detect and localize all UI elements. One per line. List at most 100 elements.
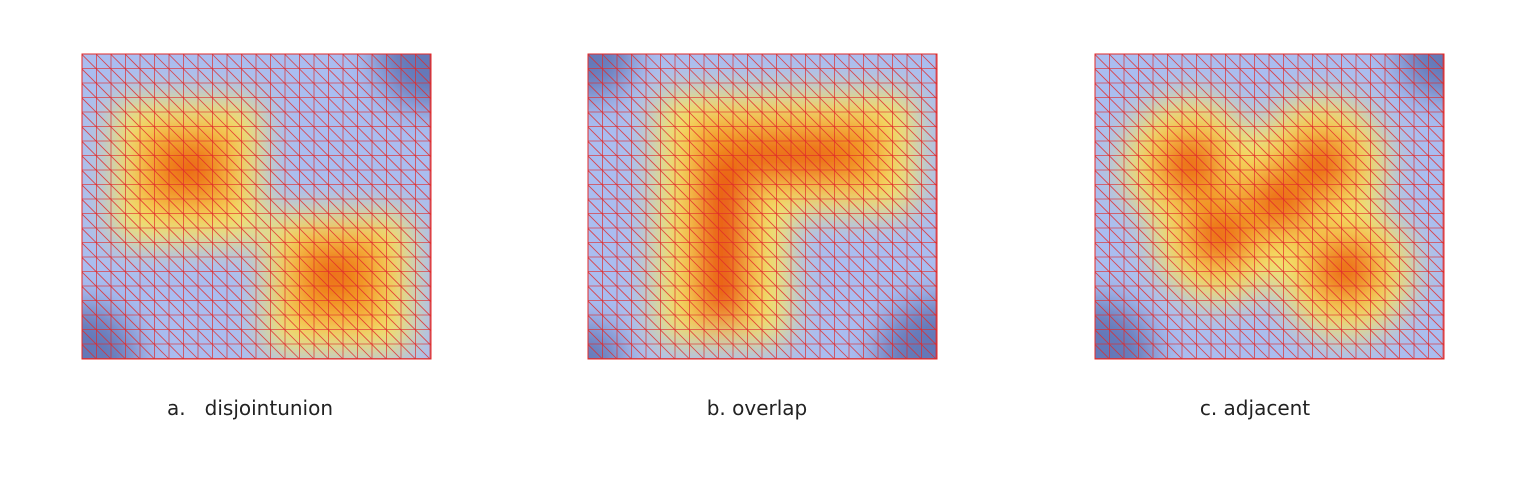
mesh-line: [616, 54, 922, 359]
mesh-line: [1195, 54, 1444, 303]
mesh-line: [588, 68, 879, 359]
mesh-line: [82, 213, 228, 359]
panel-border: [81, 53, 432, 360]
mesh-line: [588, 97, 850, 359]
mesh-line: [1369, 54, 1444, 129]
mesh-line: [761, 54, 937, 231]
mesh-line: [674, 54, 937, 318]
mesh-line: [82, 358, 83, 359]
cold-corner: [82, 304, 137, 359]
mesh-line: [284, 54, 431, 202]
cold-corner: [588, 324, 623, 359]
heatmap-panel: [1094, 53, 1445, 360]
panel-border: [1094, 53, 1445, 360]
mesh-line: [601, 54, 908, 359]
mesh-line: [588, 300, 647, 359]
mesh-line: [197, 54, 431, 289]
heat-region: [733, 146, 853, 168]
mesh-line: [1095, 82, 1371, 359]
mesh-line: [168, 54, 431, 318]
mesh-line: [1224, 54, 1444, 274]
mesh-line: [588, 256, 690, 359]
mesh-line: [659, 54, 937, 332]
mesh-line: [240, 54, 431, 245]
mesh-line: [1442, 54, 1444, 57]
mesh-line: [1095, 227, 1226, 359]
mesh-line: [1095, 126, 1328, 359]
mesh-line: [82, 184, 257, 359]
mesh-line: [226, 54, 431, 260]
heatmap-panel: [81, 53, 432, 360]
mesh-line: [298, 54, 431, 187]
caption: c. adjacent: [1200, 396, 1310, 420]
mesh-line: [82, 111, 329, 359]
mesh-line: [82, 54, 387, 359]
mesh-line: [1210, 54, 1444, 289]
mesh-line: [1095, 198, 1255, 359]
heatmap: [1095, 54, 1444, 359]
mesh-line: [1384, 54, 1444, 115]
mesh-line: [82, 140, 300, 359]
mesh-line: [139, 54, 431, 347]
mesh-line: [1095, 300, 1154, 359]
heatmap: [82, 54, 431, 359]
heat-region: [1327, 252, 1363, 288]
mesh-line: [1095, 285, 1168, 359]
mesh-line: [877, 54, 937, 115]
mesh-line: [1095, 169, 1284, 359]
mesh-line: [862, 54, 937, 129]
mesh-line: [588, 198, 748, 359]
mesh-line: [1181, 54, 1444, 318]
mesh-line: [588, 242, 705, 359]
mesh-line: [313, 54, 431, 173]
heat-region: [167, 152, 212, 184]
mesh-line: [342, 54, 431, 144]
mesh-line: [1239, 54, 1444, 260]
mesh-line: [630, 54, 937, 359]
mesh-line: [588, 126, 821, 359]
mesh-line: [182, 54, 431, 303]
mesh-line: [1095, 97, 1357, 359]
mesh-line: [153, 54, 431, 332]
heat-region: [708, 156, 738, 324]
heatmap: [588, 54, 937, 359]
mesh-line: [82, 155, 286, 359]
heat-region: [1302, 147, 1338, 183]
mesh-line: [1095, 140, 1313, 359]
mesh-line: [588, 184, 763, 359]
mesh-line: [82, 271, 170, 359]
mesh-line: [82, 227, 213, 359]
cold-corner: [376, 54, 431, 109]
mesh-line: [588, 213, 734, 359]
mesh-line: [833, 54, 937, 158]
mesh-line: [588, 169, 777, 359]
mesh-line: [1095, 68, 1386, 359]
mesh-line: [95, 54, 402, 359]
mesh-line: [732, 54, 937, 260]
mesh-line: [1095, 213, 1241, 359]
mesh-line: [82, 126, 315, 359]
mesh-line: [588, 54, 893, 359]
mesh-line: [1095, 54, 1400, 359]
mesh-line: [1340, 54, 1444, 158]
mesh-line: [1166, 54, 1444, 332]
mesh-line: [1355, 54, 1444, 144]
mesh-line: [1123, 54, 1429, 359]
mesh-line: [1253, 54, 1444, 245]
mesh-line: [82, 82, 358, 359]
mesh-line: [356, 54, 431, 129]
mesh-line: [82, 256, 184, 359]
heat-region: [1202, 217, 1238, 253]
mesh-line: [82, 300, 141, 359]
panel-border: [587, 53, 938, 360]
mesh-line: [1108, 54, 1415, 359]
mesh-line: [82, 169, 271, 359]
mesh-line: [82, 97, 344, 359]
mesh-line: [790, 54, 937, 202]
mesh-line: [588, 111, 835, 359]
mesh-line: [82, 242, 199, 359]
mesh-line: [588, 227, 719, 359]
mesh-line: [588, 271, 676, 359]
mesh-line: [1297, 54, 1444, 202]
mesh-line: [1095, 155, 1299, 359]
